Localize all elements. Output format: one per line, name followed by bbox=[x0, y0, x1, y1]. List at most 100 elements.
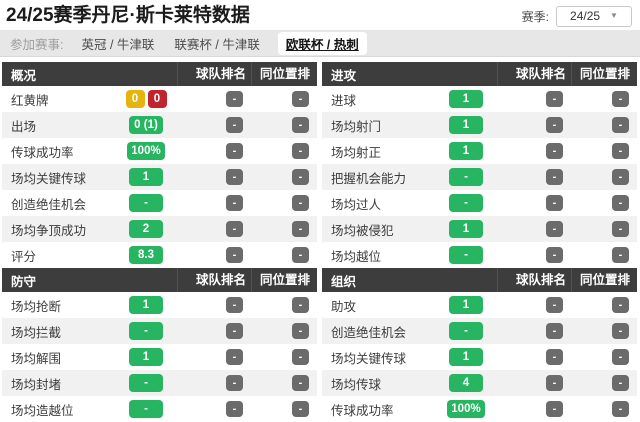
position-rank-badge: - bbox=[292, 401, 309, 417]
team-rank-cell: - bbox=[497, 375, 571, 391]
team-rank-badge: - bbox=[226, 195, 243, 211]
team-rank-cell: - bbox=[497, 349, 571, 365]
tab-competition-2[interactable]: 欧联杯 / 热刺 bbox=[277, 31, 367, 55]
position-rank-cell: - bbox=[571, 349, 637, 365]
table-row: 场均关键传球 1 - - bbox=[2, 164, 317, 190]
stat-label: 场均传球 bbox=[331, 377, 382, 392]
page-title: 24/25赛季丹尼·斯卡莱特数据 bbox=[6, 5, 250, 26]
value-badge: 1 bbox=[129, 348, 163, 366]
stat-label: 把握机会能力 bbox=[331, 171, 407, 186]
stat-label: 场均造越位 bbox=[11, 403, 74, 418]
team-rank-badge: - bbox=[226, 401, 243, 417]
position-rank-badge: - bbox=[612, 195, 629, 211]
stat-value-cell: 1 bbox=[435, 296, 497, 314]
team-rank-cell: - bbox=[177, 247, 251, 263]
position-rank-badge: - bbox=[612, 247, 629, 263]
stat-value-cell: 1 bbox=[435, 348, 497, 366]
season-label: 赛季: bbox=[521, 9, 549, 24]
value-badge: 1 bbox=[449, 220, 483, 238]
column-header-position-rank: 同位置排名 bbox=[571, 62, 637, 105]
team-rank-badge: - bbox=[546, 323, 563, 339]
stats-grid: 概况 球队排名 同位置排名 红黄牌 00 - - 出场 0 (1) - - 传球… bbox=[0, 57, 640, 422]
position-rank-badge: - bbox=[292, 221, 309, 237]
stat-label: 进球 bbox=[331, 93, 357, 108]
position-rank-cell: - bbox=[251, 247, 317, 263]
team-rank-cell: - bbox=[177, 91, 251, 107]
position-rank-cell: - bbox=[571, 401, 637, 417]
stat-label: 场均射正 bbox=[331, 145, 382, 160]
stat-value-cell: - bbox=[115, 400, 177, 418]
value-badge: 1 bbox=[449, 142, 483, 160]
team-rank-badge: - bbox=[546, 297, 563, 313]
value-badge: 1 bbox=[449, 90, 483, 108]
value-badge: - bbox=[449, 168, 483, 186]
position-rank-cell: - bbox=[571, 169, 637, 185]
stat-value-cell: - bbox=[435, 194, 497, 212]
section-organisation: 组织 球队排名 同位置排名 助攻 1 - - 创造绝佳机会 - - - 场均关键… bbox=[322, 268, 637, 422]
team-rank-badge: - bbox=[226, 375, 243, 391]
table-row: 场均造越位 - - - bbox=[2, 396, 317, 422]
stat-value-cell: - bbox=[115, 194, 177, 212]
team-rank-cell: - bbox=[177, 117, 251, 133]
position-rank-cell: - bbox=[251, 221, 317, 237]
section-header: 防守 球队排名 同位置排名 bbox=[2, 268, 317, 311]
right-column: 进攻 球队排名 同位置排名 进球 1 - - 场均射门 1 - - 场均射正 1… bbox=[322, 62, 637, 422]
stat-label: 传球成功率 bbox=[331, 403, 394, 418]
stat-value-cell: 4 bbox=[435, 374, 497, 392]
position-rank-cell: - bbox=[251, 195, 317, 211]
team-rank-cell: - bbox=[177, 143, 251, 159]
value-badge: - bbox=[129, 374, 163, 392]
table-row: 创造绝佳机会 - - - bbox=[322, 318, 637, 344]
section-rows: 进球 1 - - 场均射门 1 - - 场均射正 1 - - 把握机会能力 - … bbox=[322, 86, 637, 268]
stat-value-cell: 1 bbox=[435, 116, 497, 134]
stat-value-cell: 8.3 bbox=[115, 246, 177, 264]
stat-label: 场均拦截 bbox=[11, 325, 62, 340]
value-badge: - bbox=[129, 194, 163, 212]
stat-value-cell: 1 bbox=[435, 220, 497, 238]
position-rank-badge: - bbox=[612, 117, 629, 133]
position-rank-cell: - bbox=[251, 349, 317, 365]
section-title: 组织 bbox=[331, 274, 357, 289]
value-badge: 100% bbox=[447, 400, 485, 418]
stat-label: 场均被侵犯 bbox=[331, 223, 394, 238]
team-rank-cell: - bbox=[177, 297, 251, 313]
position-rank-cell: - bbox=[251, 143, 317, 159]
season-selector-group: 赛季: 24/25 ▼ bbox=[521, 5, 632, 27]
value-badge: 1 bbox=[449, 116, 483, 134]
tab-competition-0[interactable]: 英冠 / 牛津联 bbox=[81, 37, 155, 52]
value-badge: 0 bbox=[147, 90, 167, 108]
stat-label: 创造绝佳机会 bbox=[11, 197, 87, 212]
stat-label: 场均争顶成功 bbox=[11, 223, 87, 238]
stat-value-cell: - bbox=[435, 246, 497, 264]
stat-label: 场均抢断 bbox=[11, 299, 62, 314]
section-header: 进攻 球队排名 同位置排名 bbox=[322, 62, 637, 105]
stat-label: 场均射门 bbox=[331, 119, 382, 134]
stat-label: 场均过人 bbox=[331, 197, 382, 212]
position-rank-badge: - bbox=[292, 169, 309, 185]
position-rank-badge: - bbox=[612, 297, 629, 313]
team-rank-badge: - bbox=[546, 375, 563, 391]
section-overview: 概况 球队排名 同位置排名 红黄牌 00 - - 出场 0 (1) - - 传球… bbox=[2, 62, 317, 268]
stat-value-cell: 1 bbox=[115, 168, 177, 186]
season-dropdown[interactable]: 24/25 ▼ bbox=[556, 5, 632, 27]
stat-value-cell: - bbox=[435, 322, 497, 340]
stat-value-cell: 1 bbox=[115, 296, 177, 314]
team-rank-badge: - bbox=[546, 195, 563, 211]
team-rank-badge: - bbox=[546, 169, 563, 185]
table-row: 场均抢断 1 - - bbox=[2, 292, 317, 318]
table-row: 传球成功率 100% - - bbox=[322, 396, 637, 422]
team-rank-badge: - bbox=[226, 169, 243, 185]
team-rank-badge: - bbox=[546, 91, 563, 107]
team-rank-badge: - bbox=[226, 247, 243, 263]
position-rank-badge: - bbox=[292, 375, 309, 391]
team-rank-cell: - bbox=[497, 195, 571, 211]
tab-competition-1[interactable]: 联赛杯 / 牛津联 bbox=[174, 37, 260, 52]
stat-label: 场均封堵 bbox=[11, 377, 62, 392]
team-rank-cell: - bbox=[497, 401, 571, 417]
position-rank-cell: - bbox=[251, 401, 317, 417]
stat-value-cell: 2 bbox=[115, 220, 177, 238]
column-header-team-rank: 球队排名 bbox=[177, 268, 251, 292]
stat-value-cell: - bbox=[115, 322, 177, 340]
